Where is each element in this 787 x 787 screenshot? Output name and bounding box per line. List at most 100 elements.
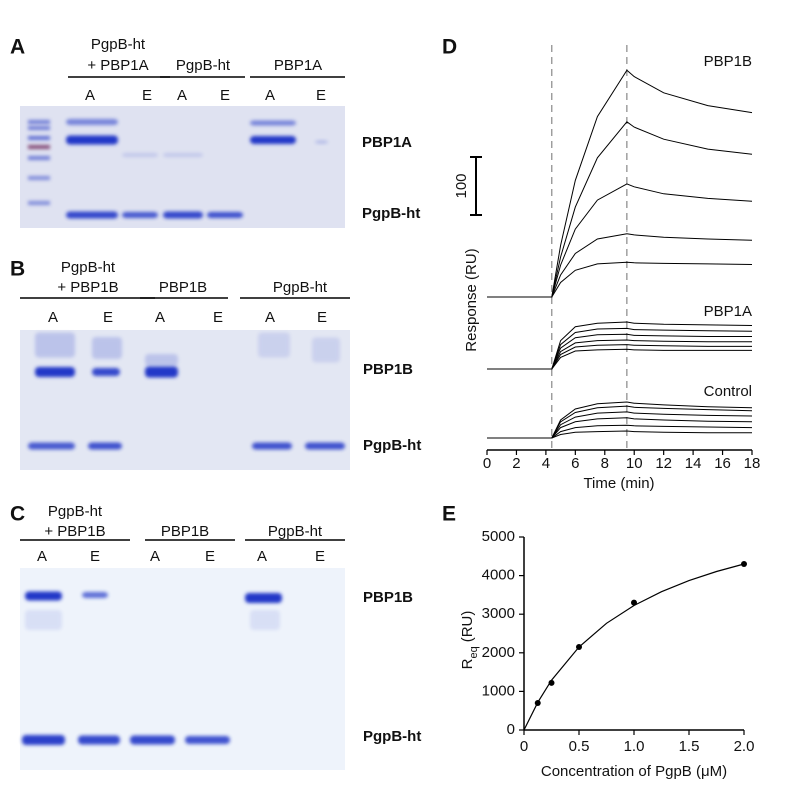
x-tick-label: 0.5 (569, 738, 590, 755)
gel-band (88, 442, 122, 450)
gel-band (25, 591, 62, 601)
gel-band (122, 212, 158, 218)
gel-band (252, 442, 292, 450)
lane-group-header: PBP1A (274, 57, 322, 74)
y-tick-label: 3000 (482, 605, 515, 622)
sensorgram-curve (487, 333, 752, 370)
data-point (741, 561, 747, 568)
gel-band (250, 120, 296, 126)
gel-band (312, 337, 340, 363)
lane-label: A (265, 87, 275, 104)
y-tick-label: 5000 (482, 528, 515, 545)
gel-band (82, 592, 108, 598)
x-tick-label: 16 (714, 455, 731, 472)
ladder-band (28, 156, 50, 160)
x-tick-label: 14 (685, 455, 702, 472)
x-tick-label: 1.5 (679, 738, 700, 755)
gel (20, 106, 345, 228)
gel-band (35, 367, 75, 377)
gel-band (145, 354, 178, 366)
lane-group-header: PgpB-ht (273, 279, 328, 296)
lane-label: E (317, 309, 327, 326)
lane-label: E (315, 548, 325, 565)
gel-band (66, 135, 118, 145)
sensorgram-curve (487, 344, 752, 370)
gel-band (315, 140, 328, 144)
ladder-band (28, 136, 50, 140)
lane-label: A (48, 309, 58, 326)
y-axis-label: Req (RU) (459, 611, 480, 670)
lane-label: A (85, 87, 95, 104)
gel-band (163, 211, 203, 219)
lane-label: E (142, 87, 152, 104)
gel-band (28, 442, 75, 450)
data-point (576, 644, 582, 651)
sensorgram-curve (487, 233, 753, 298)
sensorgram-curve (487, 321, 753, 370)
gel-band (145, 366, 178, 378)
lane-group-header: PgpB-ht (91, 36, 146, 53)
x-axis-label: Time (min) (583, 475, 654, 492)
x-tick-label: 8 (601, 455, 609, 472)
gel-band (258, 332, 290, 358)
gel-band (35, 332, 75, 358)
ladder-band (28, 176, 50, 180)
lane-label: A (155, 309, 165, 326)
y-tick-label: 4000 (482, 567, 515, 584)
lane-label: A (257, 548, 267, 565)
gel (20, 568, 345, 770)
gel-band (130, 735, 175, 745)
gel-band (245, 593, 282, 603)
panel-letter: D (442, 36, 457, 59)
x-tick-label: 1.0 (624, 738, 645, 755)
ladder-band (28, 126, 50, 130)
y-axis-label-unit: (RU) (459, 611, 476, 643)
band-label: PBP1A (362, 134, 412, 151)
lane-label: E (205, 548, 215, 565)
gel-band (25, 610, 62, 630)
y-tick-label: 1000 (482, 682, 515, 699)
gel-band (22, 735, 65, 745)
sensorgram-curve (487, 69, 753, 298)
lane-label: A (150, 548, 160, 565)
sensorgram-label: PBP1A (704, 303, 752, 320)
y-axis-label-main: R (459, 658, 476, 669)
lane-label: E (103, 309, 113, 326)
data-point (548, 679, 555, 686)
panel-letter: E (442, 503, 456, 526)
gel-band (207, 212, 243, 218)
lane-group-header: PgpB-ht (268, 523, 323, 540)
lane-label: A (177, 87, 187, 104)
ladder-band (28, 201, 50, 205)
band-label: PgpB-ht (363, 728, 421, 745)
x-tick-label: 18 (744, 455, 761, 472)
sensorgram-curve (487, 348, 752, 370)
gel-band (163, 153, 203, 157)
gel-band (66, 211, 118, 219)
ladder-band (28, 120, 50, 124)
band-label: PgpB-ht (362, 205, 420, 222)
y-axis-label: Response (RU) (463, 248, 480, 351)
gel-band (92, 337, 122, 359)
gel-band (66, 119, 118, 125)
lane-group-header: PBP1B (161, 523, 209, 540)
y-axis-label-sub: eq (468, 646, 480, 658)
band-label: PBP1B (363, 361, 413, 378)
panel-letter: C (10, 503, 25, 526)
lane-label: A (265, 309, 275, 326)
sensorgram-label: Control (704, 383, 752, 400)
data-point (534, 699, 541, 706)
lane-label: E (90, 548, 100, 565)
lane-label: E (220, 87, 230, 104)
x-axis-label: Concentration of PgpB (μM) (541, 763, 727, 780)
sensorgram-label: PBP1B (704, 53, 752, 70)
lane-label: A (37, 548, 47, 565)
sensorgram-curve (487, 121, 753, 298)
lane-group-header: PgpB-ht (176, 57, 231, 74)
x-tick-label: 0 (483, 455, 491, 472)
gel-band (305, 442, 345, 450)
sensorgram-curve (487, 405, 753, 439)
panel-letter: A (10, 36, 25, 59)
gel-band (92, 368, 120, 376)
